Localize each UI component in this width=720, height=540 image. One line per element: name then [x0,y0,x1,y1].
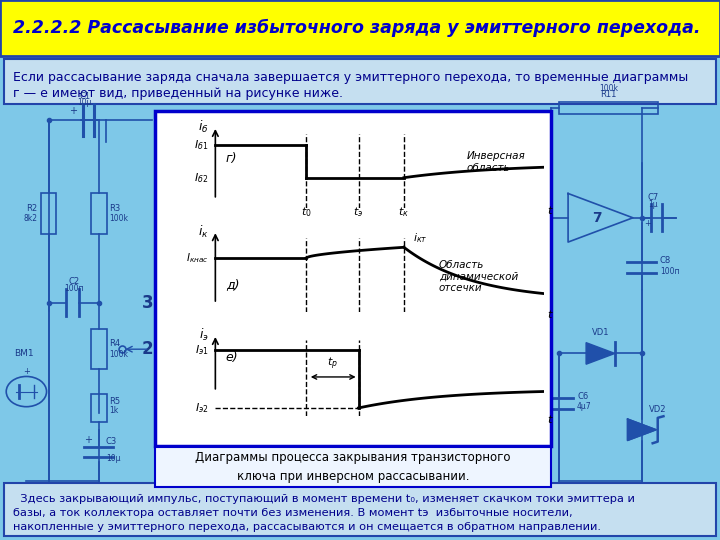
Text: 2.2.2.2 Рассасывание избыточного заряда у эмиттерного перехода.: 2.2.2.2 Рассасывание избыточного заряда … [13,19,701,37]
Text: 7: 7 [592,211,602,225]
Text: +: + [644,219,651,228]
Text: 10µ: 10µ [106,454,120,463]
Text: Диаграммы процесса закрывания транзисторного
ключа при инверсном рассасывании.: Диаграммы процесса закрывания транзистор… [195,450,510,483]
Text: +: + [68,106,76,116]
Text: $I_{б1}$: $I_{б1}$ [194,138,208,152]
Text: $t_0$: $t_0$ [301,205,312,219]
Text: VD1: VD1 [592,328,609,337]
Text: 2: 2 [142,340,153,358]
Text: 100п: 100п [64,284,84,293]
Text: д): д) [226,279,239,292]
Text: $I_{б2}$: $I_{б2}$ [194,171,208,185]
Text: VD2: VD2 [649,404,667,414]
Bar [40,193,56,234]
Text: $I_{э1}$: $I_{э1}$ [194,343,208,357]
Text: $I_{кнас}$: $I_{кнас}$ [186,251,208,265]
Text: R5: R5 [109,397,120,407]
Text: $t$: $t$ [547,413,554,425]
Bar [91,394,107,422]
Polygon shape [586,342,615,365]
Text: BM1: BM1 [14,348,35,357]
Text: C1: C1 [79,92,90,102]
Text: Инверсная
область: Инверсная область [467,151,526,173]
Text: R4: R4 [109,339,120,348]
Text: 1k: 1k [109,406,118,415]
Bar [155,111,551,446]
Text: 100k: 100k [599,84,618,93]
Bar [559,102,658,113]
Text: Если рассасывание заряда сначала завершается у эмиттерного перехода, то временны: Если рассасывание заряда сначала заверша… [13,71,688,84]
Text: C6: C6 [577,392,588,401]
Text: 4µ7: 4µ7 [577,402,592,411]
Text: $t$: $t$ [547,308,554,320]
Text: R11: R11 [600,90,617,99]
Bar [4,59,716,104]
Text: $i_к$: $i_к$ [198,224,208,240]
Polygon shape [627,419,657,441]
Text: $i_{кт}$: $i_{кт}$ [413,232,427,245]
Text: е): е) [226,351,238,364]
Text: C3: C3 [106,436,117,446]
Text: 100п: 100п [660,267,680,276]
Text: +: + [23,367,30,376]
Text: C7: C7 [647,193,659,201]
Text: г — е имеют вид, приведенный на рисунке ниже.: г — е имеют вид, приведенный на рисунке … [13,87,343,100]
Text: г): г) [226,152,238,165]
Text: $i_э$: $i_э$ [199,327,208,343]
Text: $t_э$: $t_э$ [354,205,364,219]
Bar [91,329,107,369]
Text: 100k: 100k [109,214,127,224]
Text: Здесь закрывающий импульс, поступающий в момент времени t₀, изменяет скачком ток: Здесь закрывающий импульс, поступающий в… [13,494,635,532]
Text: $I_{э2}$: $I_{э2}$ [194,401,208,415]
Bar [91,193,107,234]
Text: 3: 3 [142,294,153,312]
Bar [155,447,551,487]
Text: Область
динамической
отсечки: Область динамической отсечки [439,260,518,293]
Text: $t$: $t$ [547,204,554,216]
Text: +: + [543,387,549,395]
Text: C8: C8 [660,256,671,265]
Text: 100k: 100k [109,350,127,359]
Text: C2: C2 [68,278,79,286]
Text: $i_б$: $i_б$ [198,119,208,136]
Text: R3: R3 [109,204,120,213]
Text: $t_к$: $t_к$ [398,205,410,219]
Text: 1µ: 1µ [648,200,658,209]
Text: $t_р$: $t_р$ [327,356,338,372]
Bar [0,0,720,56]
Text: +: + [84,435,92,445]
Text: 8k2: 8k2 [23,214,37,224]
Text: R2: R2 [26,204,37,213]
Bar [4,483,716,536]
Text: 10µ: 10µ [78,98,92,107]
